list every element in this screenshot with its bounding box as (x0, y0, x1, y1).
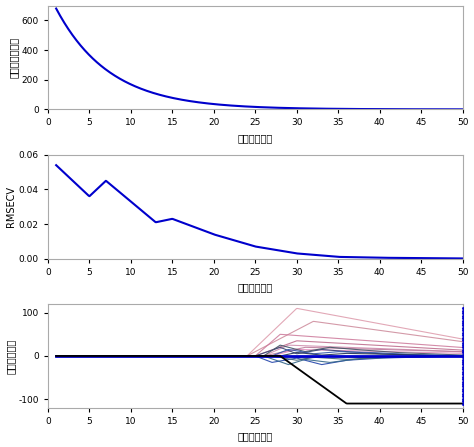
X-axis label: 采样运行次数: 采样运行次数 (237, 282, 273, 292)
Y-axis label: 采样变量的数量: 采样变量的数量 (9, 37, 19, 78)
Y-axis label: 回归系数路径: 回归系数路径 (6, 338, 16, 374)
X-axis label: 采样运行次数: 采样运行次数 (237, 431, 273, 442)
X-axis label: 采样运行次数: 采样运行次数 (237, 133, 273, 143)
Y-axis label: RMSECV: RMSECV (6, 186, 16, 227)
